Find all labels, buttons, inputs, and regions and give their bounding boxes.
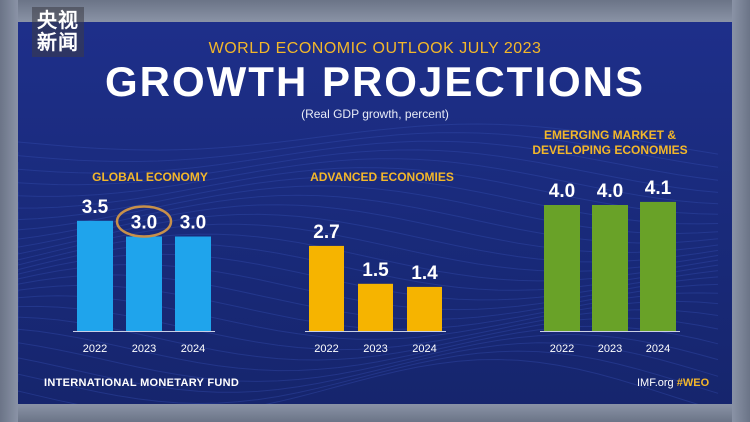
bar-global-2022 [77,220,113,332]
group-title-advanced: ADVANCED ECONOMIES [310,170,454,184]
wave-line [18,140,719,181]
footer-site: IMF.org [637,377,674,389]
footer-hashtag: #WEO [676,377,710,389]
chart-subtitle: (Real GDP growth, percent) [301,107,449,121]
data-label-advanced-2022: 2.7 [313,222,339,243]
tick-label-advanced-2024: 2024 [412,343,436,355]
bar-advanced-2023 [358,283,393,332]
tick-label-advanced-2023: 2023 [363,343,387,355]
bar-emerging-2023 [592,205,628,331]
wave-line [18,158,719,205]
wave-line [18,167,719,215]
data-label-emerging-2024: 4.1 [645,178,672,199]
data-label-advanced-2024: 1.4 [411,263,438,284]
bar-advanced-2022 [309,245,344,331]
group-title-global: GLOBAL ECONOMY [92,170,208,184]
video-border-right [732,0,750,422]
wave-line [18,149,719,193]
bar-emerging-2022 [544,205,580,331]
tick-label-global-2024: 2024 [181,343,205,355]
video-border-bottom [0,404,750,422]
bar-global-2023 [126,236,162,331]
broadcaster-logo: 央视 新闻 [32,7,84,57]
logo-line-2: 新闻 [37,32,79,54]
data-label-global-2024: 3.0 [180,213,206,234]
tick-label-emerging-2022: 2022 [550,343,574,355]
video-border-left [0,0,18,422]
data-label-global-2023: 3.0 [131,213,157,234]
report-supertitle: WORLD ECONOMIC OUTLOOK JULY 2023 [208,40,542,57]
wave-line [18,350,719,404]
tick-label-global-2023: 2023 [132,343,156,355]
group-title-emerging: EMERGING MARKET & DEVELOPING ECONOMIES [510,128,710,158]
logo-line-1: 央视 [37,10,79,32]
data-label-advanced-2023: 1.5 [362,260,389,281]
group-title-emerging-line-2: DEVELOPING ECONOMIES [532,143,688,157]
tick-label-emerging-2023: 2023 [598,343,622,355]
wave-line [18,342,719,393]
wave-line [18,334,719,382]
highlight-ring-global-2023 [115,205,173,238]
page-title: GROWTH PROJECTIONS [104,58,646,105]
footer-organization: INTERNATIONAL MONETARY FUND [44,377,240,389]
group-title-emerging-line-1: EMERGING MARKET & [544,128,676,142]
wave-line [18,132,719,168]
tick-label-advanced-2022: 2022 [314,343,338,355]
data-label-global-2022: 3.5 [82,197,109,218]
bar-emerging-2024 [640,201,676,331]
data-label-emerging-2022: 4.0 [549,181,575,202]
video-border-top [0,0,750,22]
tick-label-emerging-2024: 2024 [646,343,670,355]
bar-global-2024 [175,236,211,331]
wave-line [18,123,719,155]
data-label-emerging-2023: 4.0 [597,181,623,202]
footer-links: IMF.org #WEO [637,377,709,389]
wave-line [18,358,699,404]
bar-advanced-2024 [407,286,442,331]
tick-label-global-2022: 2022 [83,343,107,355]
